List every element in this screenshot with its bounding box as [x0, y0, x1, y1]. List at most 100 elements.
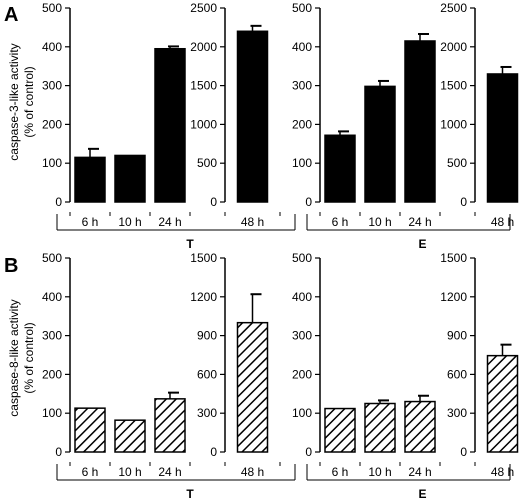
y-tick-label: 2500 [440, 1, 467, 15]
subplot-b-t-4: 0 100 200 300 400 500 6 h 10 h 24 h [42, 251, 191, 479]
y-tick-label: 300 [292, 79, 312, 93]
panel-a-letter: A [4, 4, 18, 26]
y-tick-label: 600 [197, 367, 217, 381]
y-tick-label: 0 [210, 445, 217, 459]
bar [74, 156, 106, 203]
x-category-label: 48 h [241, 465, 264, 479]
x-category-label: 24 h [408, 215, 431, 229]
bar [236, 30, 269, 203]
x-category-label: 48 h [491, 465, 514, 479]
subplot-a-e-3: 0 500 1000 1500 2000 2500 48 h [440, 1, 519, 229]
y-tick-label: 0 [305, 195, 312, 209]
y-tick-label: 900 [197, 329, 217, 343]
bar [364, 85, 396, 203]
group-bracket-2: T [56, 464, 296, 501]
group-bracket-3: E [306, 464, 511, 501]
x-category-label: 10 h [368, 215, 391, 229]
y-tick-label: 300 [42, 329, 62, 343]
x-category-label: 6 h [332, 215, 349, 229]
bar [324, 134, 356, 203]
subplot-b-e-6: 0 100 200 300 400 500 6 h 10 h 24 h [292, 251, 441, 479]
bar [364, 402, 396, 453]
y-tick-label: 400 [42, 40, 62, 54]
y-tick-label: 0 [460, 445, 467, 459]
x-category-label: 24 h [158, 465, 181, 479]
y-tick-label: 500 [42, 251, 62, 265]
bar [404, 40, 436, 203]
subplot-a-e-2: 0 100 200 300 400 500 6 h 10 h 24 h [292, 1, 441, 229]
y-tick-label: 400 [292, 290, 312, 304]
x-category-label: 6 h [332, 465, 349, 479]
y-tick-label: 1500 [440, 251, 467, 265]
y-tick-label: 500 [197, 156, 217, 170]
y-tick-label: 2000 [440, 40, 467, 54]
y-tick-label: 1000 [440, 117, 467, 131]
y-tick-label: 200 [42, 367, 62, 381]
y-tick-label: 500 [292, 1, 312, 15]
y-tick-label: 1500 [190, 79, 217, 93]
bar [486, 73, 519, 203]
x-category-label: 24 h [158, 215, 181, 229]
y-tick-label: 0 [210, 195, 217, 209]
y-tick-label: 1200 [190, 290, 217, 304]
bar [236, 321, 269, 453]
y-tick-label: 300 [197, 406, 217, 420]
x-category-label: 6 h [82, 215, 99, 229]
group-label: E [418, 237, 426, 251]
y-tick-label: 300 [447, 406, 467, 420]
subplot-b-e-7: 0 300 600 900 1200 1500 48 h [440, 251, 519, 479]
y-tick-label: 600 [447, 367, 467, 381]
y-tick-label: 500 [292, 251, 312, 265]
x-category-label: 10 h [368, 465, 391, 479]
y-tick-label: 100 [42, 156, 62, 170]
y-tick-label: 0 [55, 445, 62, 459]
y-tick-label: 0 [305, 445, 312, 459]
bar [114, 154, 146, 203]
bar [154, 47, 186, 203]
y-tick-label: 0 [460, 195, 467, 209]
y-tick-label: 1200 [440, 290, 467, 304]
x-category-label: 10 h [118, 215, 141, 229]
bar [74, 407, 106, 453]
panel-b-ylabel: caspase-8-like activity (% of control) [7, 299, 36, 416]
y-tick-label: 1000 [190, 117, 217, 131]
x-category-label: 6 h [82, 465, 99, 479]
y-tick-label: 1500 [440, 79, 467, 93]
ylabel-line-2: (% of control) [22, 322, 36, 393]
y-tick-label: 100 [42, 406, 62, 420]
bar [404, 400, 436, 453]
y-tick-label: 100 [292, 156, 312, 170]
y-tick-label: 500 [447, 156, 467, 170]
ylabel-line-1: caspase-3-like activity [7, 43, 21, 160]
y-tick-label: 200 [42, 117, 62, 131]
x-category-label: 48 h [491, 215, 514, 229]
panel-b-letter: B [4, 255, 18, 277]
subplot-a-t-0: 0 100 200 300 400 500 6 h 10 h 24 h [42, 1, 191, 229]
y-tick-label: 1500 [190, 251, 217, 265]
y-tick-label: 400 [292, 40, 312, 54]
y-tick-label: 2000 [190, 40, 217, 54]
y-tick-label: 300 [292, 329, 312, 343]
group-label: T [186, 487, 194, 501]
y-tick-label: 200 [292, 367, 312, 381]
bar [486, 354, 519, 453]
bar [154, 398, 186, 453]
x-category-label: 10 h [118, 465, 141, 479]
subplot-a-t-1: 0 500 1000 1500 2000 2500 48 h [190, 1, 281, 229]
y-tick-label: 400 [42, 290, 62, 304]
y-tick-label: 200 [292, 117, 312, 131]
y-tick-label: 2500 [190, 1, 217, 15]
bar [114, 419, 146, 453]
bar [324, 407, 356, 453]
subplot-b-t-5: 0 300 600 900 1200 1500 48 h [190, 251, 281, 479]
x-category-label: 24 h [408, 465, 431, 479]
y-tick-label: 900 [447, 329, 467, 343]
panel-a-ylabel: caspase-3-like activity (% of control) [7, 43, 36, 160]
x-category-label: 48 h [241, 215, 264, 229]
ylabel-line-2: (% of control) [22, 66, 36, 137]
ylabel-line-1: caspase-8-like activity [7, 299, 21, 416]
group-label: E [418, 487, 426, 501]
group-bracket-1: E [306, 214, 511, 251]
